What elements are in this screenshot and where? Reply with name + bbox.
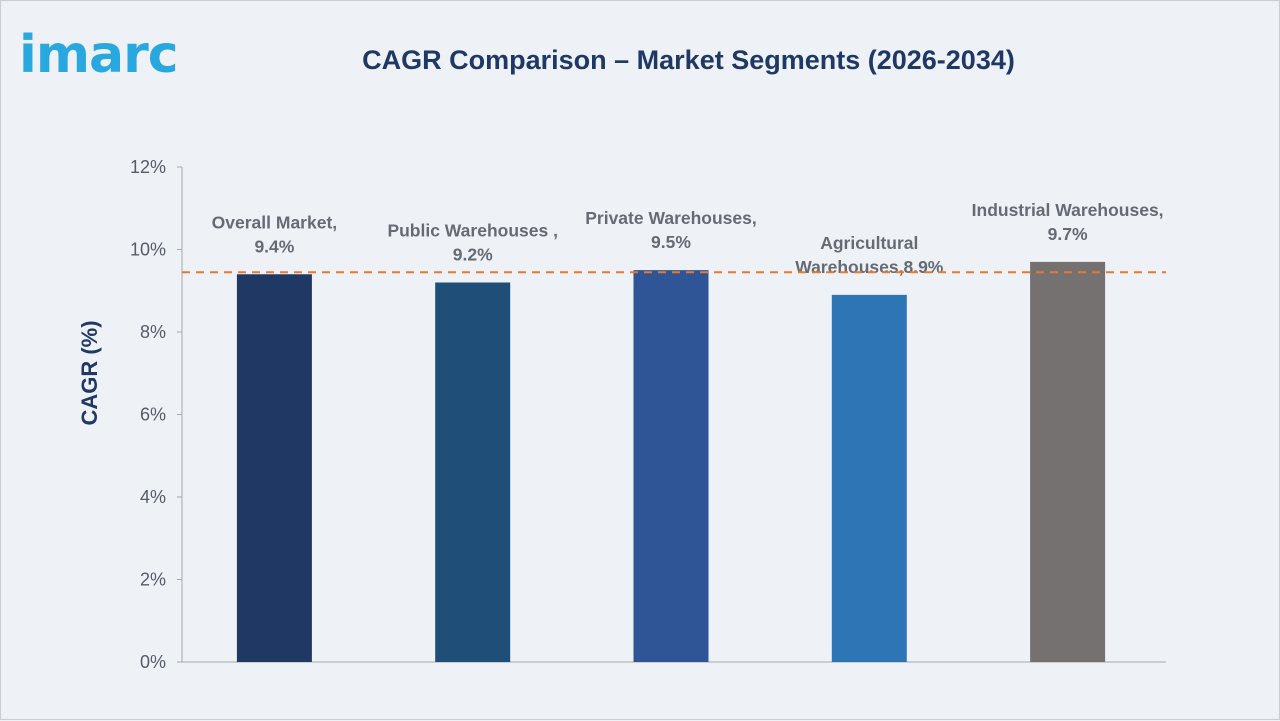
y-tick-label: 10%: [130, 240, 166, 260]
data-label: Agricultural Warehouses,8.9%: [795, 233, 944, 277]
bar-agricultural-warehouses: [831, 294, 907, 662]
bar-overall-market: [236, 274, 312, 662]
imarc-logo: imarc: [19, 15, 209, 85]
y-tick-label: 6%: [140, 405, 166, 425]
data-label: Industrial Warehouses, 9.7%: [972, 200, 1164, 244]
y-tick-label: 2%: [140, 570, 166, 590]
data-label: Overall Market, 9.4%: [212, 212, 337, 256]
y-axis-label: CAGR (%): [77, 320, 102, 425]
data-label: Public Warehouses , 9.2%: [387, 221, 558, 265]
logo-text: imarc: [19, 25, 179, 85]
y-tick-label: 0%: [140, 652, 166, 672]
data-label: Private Warehouses, 9.5%: [585, 208, 757, 252]
bar-industrial-warehouses: [1030, 261, 1106, 662]
y-tick-label: 12%: [130, 157, 166, 177]
y-tick-label: 8%: [140, 322, 166, 342]
bar-public-warehouses: [435, 282, 511, 662]
chart-title: CAGR Comparison – Market Segments (2026-…: [362, 45, 1015, 75]
bar-private-warehouses: [633, 270, 709, 662]
y-tick-label: 4%: [140, 487, 166, 507]
